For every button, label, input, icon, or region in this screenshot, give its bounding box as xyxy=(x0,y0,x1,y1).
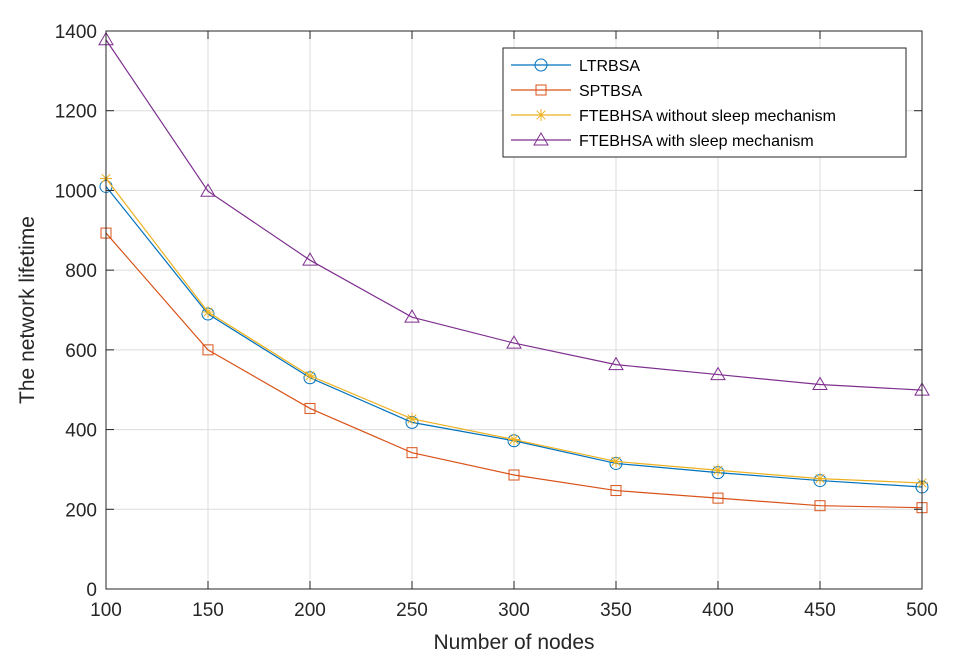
asterisk-stroke xyxy=(202,305,214,318)
legend-marker xyxy=(533,132,549,146)
data-point xyxy=(404,309,420,323)
y-tick-label: 600 xyxy=(65,341,97,362)
data-point xyxy=(610,455,622,468)
x-tick-label: 450 xyxy=(804,600,836,621)
x-tick-label: 300 xyxy=(498,600,530,621)
series-ftebhsa-without-sleep-mechanism xyxy=(100,172,928,489)
legend-item: LTRBSA xyxy=(511,58,640,75)
asterisk-stroke xyxy=(406,412,418,425)
y-tick-label: 0 xyxy=(86,580,97,601)
x-tick-label: 150 xyxy=(192,600,224,621)
data-point xyxy=(608,356,624,371)
data-point xyxy=(712,492,724,504)
legend-marker xyxy=(534,58,548,72)
x-tick-label: 400 xyxy=(702,600,734,621)
asterisk-stroke xyxy=(610,455,622,468)
legend-marker xyxy=(535,84,547,96)
legend-label: FTEBHSA with sleep mechanism xyxy=(579,133,814,150)
data-point xyxy=(610,485,622,497)
series-line xyxy=(105,39,923,391)
series-group xyxy=(98,31,930,514)
y-tick-label: 1000 xyxy=(55,181,97,202)
data-point xyxy=(506,335,522,349)
legend-box xyxy=(502,47,907,158)
y-tick-label: 200 xyxy=(65,500,97,521)
legend-label: FTEBHSA without sleep mechanism xyxy=(579,108,836,125)
series-line xyxy=(105,232,923,509)
data-point xyxy=(814,472,826,485)
y-axis-label: The network lifetime xyxy=(16,216,39,404)
data-point xyxy=(202,305,214,318)
data-point xyxy=(508,433,520,446)
x-tick-label: 500 xyxy=(906,600,938,621)
legend-item: FTEBHSA without sleep mechanism xyxy=(511,108,836,125)
legend-label: LTRBSA xyxy=(579,58,640,75)
asterisk-stroke xyxy=(535,109,547,121)
legend: LTRBSA SPTBSA FTEBHSA without sleep mechan… xyxy=(502,47,907,158)
asterisk-stroke xyxy=(508,433,520,446)
x-tick-label: 350 xyxy=(600,600,632,621)
series-sptbsa xyxy=(100,227,928,514)
y-tick-label: 1400 xyxy=(55,22,97,43)
asterisk-stroke xyxy=(712,464,724,477)
legend-marker xyxy=(535,109,547,121)
ticks xyxy=(105,30,923,590)
x-tick-label: 200 xyxy=(294,600,326,621)
y-tick-label: 400 xyxy=(65,421,97,442)
series-ftebhsa-with-sleep-mechanism xyxy=(98,31,930,396)
data-point xyxy=(508,469,520,481)
data-point xyxy=(406,412,418,425)
x-tick-label: 100 xyxy=(90,600,122,621)
legend-label: SPTBSA xyxy=(579,83,642,100)
data-point xyxy=(202,344,214,356)
x-tick-label: 250 xyxy=(396,600,428,621)
data-point xyxy=(712,464,724,477)
data-point xyxy=(710,366,726,381)
data-point xyxy=(304,402,316,414)
data-point xyxy=(814,500,826,512)
x-axis-label: Number of nodes xyxy=(433,631,594,654)
legend-item: FTEBHSA with sleep mechanism xyxy=(511,132,814,150)
tick-labels: 100 150 200 250 300 350 400 450 500 0 200 400 600 800… xyxy=(55,22,938,621)
data-point xyxy=(200,183,216,197)
asterisk-stroke xyxy=(814,472,826,485)
data-point xyxy=(812,376,828,391)
data-point xyxy=(304,369,316,382)
y-tick-label: 1200 xyxy=(55,102,97,123)
legend-item: SPTBSA xyxy=(511,83,642,100)
data-point xyxy=(302,252,318,266)
asterisk-stroke xyxy=(304,369,316,382)
y-tick-label: 800 xyxy=(65,261,97,282)
data-point xyxy=(406,447,418,459)
